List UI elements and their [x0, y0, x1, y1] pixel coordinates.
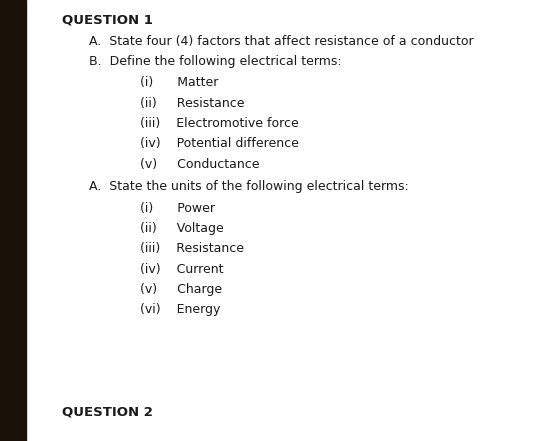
Text: QUESTION 1: QUESTION 1 [62, 13, 153, 26]
Bar [0, 0, 26, 441]
Text: (v)     Conductance: (v) Conductance [140, 157, 260, 171]
Text: (ii)     Resistance: (ii) Resistance [140, 97, 245, 110]
Text: (vi)    Energy: (vi) Energy [140, 303, 221, 316]
Text: (iv)    Current: (iv) Current [140, 262, 224, 276]
Text: (v)     Charge: (v) Charge [140, 283, 222, 296]
Text: (i)      Power: (i) Power [140, 202, 215, 215]
Text: B.  Define the following electrical terms:: B. Define the following electrical terms… [89, 55, 342, 68]
Text: (i)      Matter: (i) Matter [140, 76, 219, 90]
Text: (iii)    Resistance: (iii) Resistance [140, 242, 245, 255]
Text: (iii)    Electromotive force: (iii) Electromotive force [140, 117, 299, 130]
Text: A.  State the units of the following electrical terms:: A. State the units of the following elec… [89, 180, 409, 194]
Text: QUESTION 2: QUESTION 2 [62, 406, 153, 419]
Text: A.  State four (4) factors that affect resistance of a conductor: A. State four (4) factors that affect re… [89, 35, 474, 49]
Text: (ii)     Voltage: (ii) Voltage [140, 222, 224, 235]
Text: (iv)    Potential difference: (iv) Potential difference [140, 137, 299, 150]
